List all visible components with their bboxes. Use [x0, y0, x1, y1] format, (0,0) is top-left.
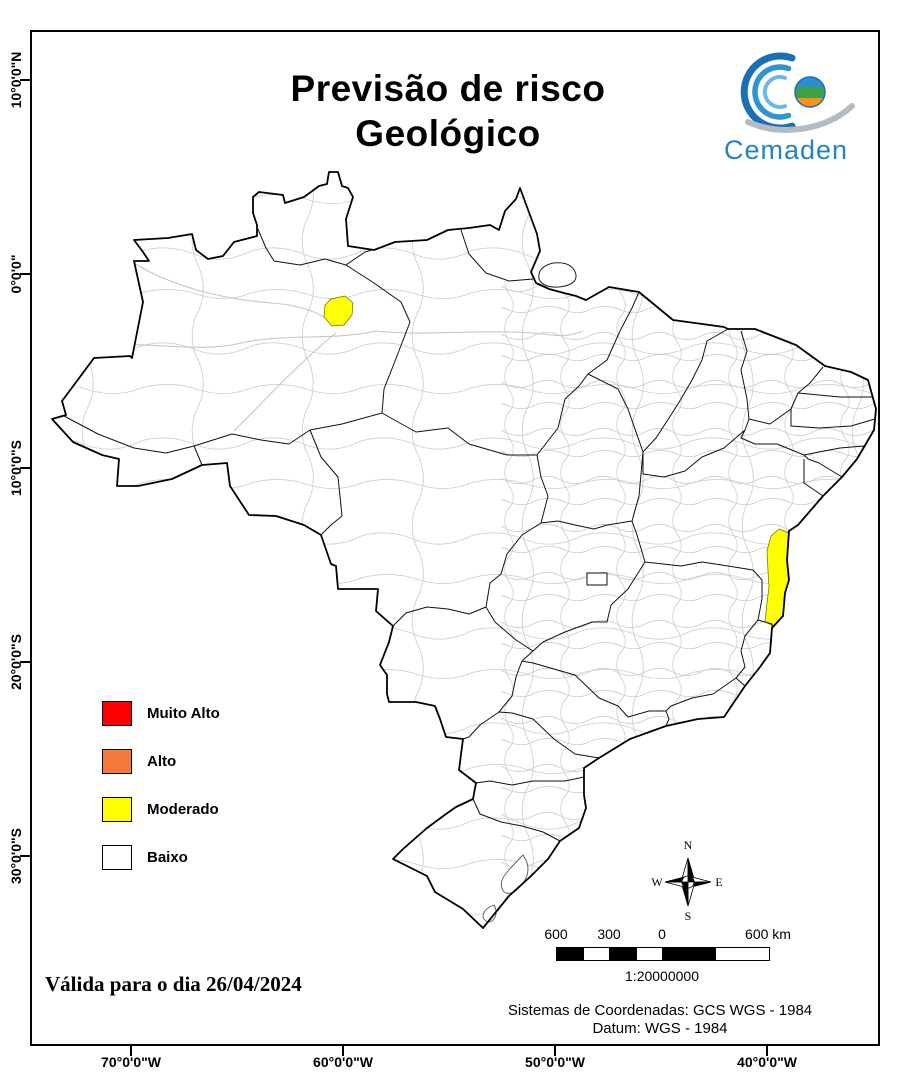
legend-label-alto: Alto [147, 752, 177, 770]
compass-east-label: E [715, 875, 722, 889]
longitude-label-70w: 70°0'0"W [101, 1054, 161, 1070]
latitude-tick [20, 855, 30, 857]
projection-line-1: Sistemas de Coordenadas: GCS WGS - 1984 [507, 1002, 813, 1019]
compass-rose-icon: N S W E [651, 838, 722, 923]
longitude-tick [766, 1046, 768, 1056]
distrito-federal-outline [586, 572, 608, 586]
longitude-tick [554, 1046, 556, 1056]
map-frame [30, 30, 880, 1046]
legend-item-muito-alto: Muito Alto [102, 700, 220, 726]
legend-swatch-baixo [102, 844, 132, 870]
scale-label-0: 0 [658, 926, 666, 942]
projection-info: Sistemas de Coordenadas: GCS WGS - 1984 … [455, 1002, 865, 1038]
scale-label-600-right: 600 km [745, 926, 791, 942]
legend-item-baixo: Baixo [102, 844, 188, 870]
projection-line-2: Datum: WGS - 1984 [592, 1020, 728, 1037]
title-line-1: Previsão de risco [290, 68, 606, 109]
scale-label-300: 300 [597, 926, 621, 942]
cemaden-eye-icon [740, 52, 855, 133]
risk-region-moderado-amazonas [323, 295, 354, 327]
legend-label-muito-alto: Muito Alto [147, 704, 220, 722]
legend-swatch-muito-alto [102, 700, 132, 726]
longitude-tick [130, 1046, 132, 1056]
longitude-label-50w: 50°0'0"W [525, 1054, 585, 1070]
legend-swatch-moderado [102, 796, 132, 822]
brazil-map [51, 171, 877, 929]
legend-item-alto: Alto [102, 748, 176, 774]
latitude-tick [20, 661, 30, 663]
latitude-tick [20, 467, 30, 469]
state-borders [63, 226, 876, 842]
legend-label-moderado: Moderado [147, 800, 219, 818]
cemaden-logo-text: Cemaden [723, 135, 849, 165]
legend-item-moderado: Moderado [102, 796, 219, 822]
compass-south-label: S [685, 909, 692, 923]
scale-bar-graphic [556, 947, 770, 961]
map-title: Previsão de risco Geológico [258, 66, 638, 156]
scale-label-600-left: 600 [544, 926, 568, 942]
cemaden-logo: Cemaden [688, 50, 884, 166]
lagoa-mirim [482, 904, 497, 923]
latitude-tick [20, 273, 30, 275]
scale-bar: 600 300 0 600 km 1:20000000 [544, 926, 805, 990]
longitude-label-40w: 40°0'0"W [737, 1054, 797, 1070]
marajo-island [538, 262, 577, 288]
compass-west-label: W [651, 875, 663, 889]
scale-ratio: 1:20000000 [625, 968, 699, 984]
longitude-label-60w: 60°0'0"W [313, 1054, 373, 1070]
longitude-tick [342, 1046, 344, 1056]
title-line-2: Geológico [355, 113, 541, 154]
brazil-country-outline [51, 171, 877, 929]
legend-label-baixo: Baixo [147, 848, 188, 866]
legend-swatch-alto [102, 748, 132, 774]
latitude-tick [20, 79, 30, 81]
compass-north-label: N [684, 838, 693, 852]
validity-note: Válida para o dia 26/04/2024 [45, 972, 302, 996]
